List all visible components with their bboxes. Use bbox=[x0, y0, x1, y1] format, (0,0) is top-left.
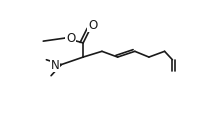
Text: N: N bbox=[51, 58, 59, 71]
Text: O: O bbox=[88, 19, 97, 32]
Text: O: O bbox=[66, 32, 75, 45]
